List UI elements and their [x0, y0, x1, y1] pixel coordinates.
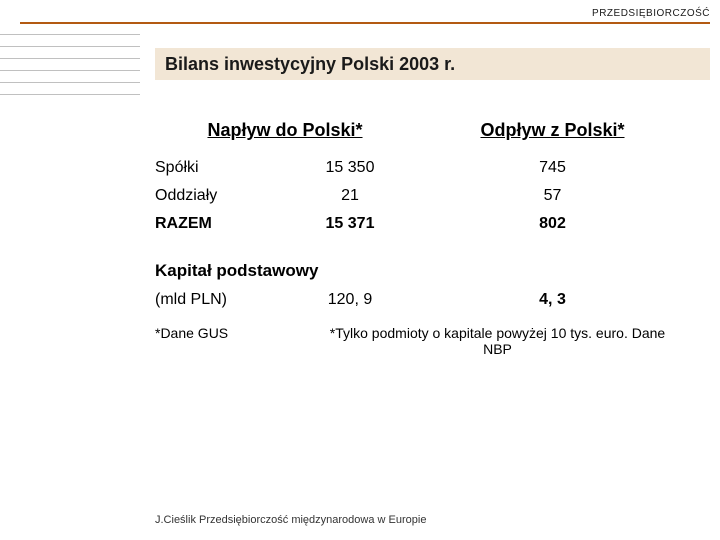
header-tag: PRZEDSIĘBIORCZOŚĆ [592, 8, 710, 19]
row-right-val: 745 [415, 159, 690, 177]
capital-left-val: 120, 9 [285, 291, 415, 309]
title-bar: Bilans inwestycyjny Polski 2003 r. [155, 48, 710, 80]
inflow-header: Napływ do Polski* [155, 120, 415, 141]
table-header-row: Napływ do Polski* Odpływ z Polski* [155, 120, 690, 141]
row-right-val: 802 [415, 215, 690, 233]
top-rule [20, 22, 710, 24]
row-left-val: 15 371 [285, 215, 415, 233]
capital-right-val: 4, 3 [415, 291, 690, 309]
note-right: *Tylko podmioty o kapitale powyżej 10 ty… [305, 325, 690, 357]
table-row-total: RAZEM 15 371 802 [155, 215, 690, 233]
page-title: Bilans inwestycyjny Polski 2003 r. [165, 54, 455, 75]
capital-row: (mld PLN) 120, 9 4, 3 [155, 291, 690, 309]
capital-label: (mld PLN) [155, 291, 285, 309]
table-row: Spółki 15 350 745 [155, 159, 690, 177]
row-right-val: 57 [415, 187, 690, 205]
table-row: Oddziały 21 57 [155, 187, 690, 205]
row-label: RAZEM [155, 215, 285, 233]
capital-heading: Kapitał podstawowy [155, 261, 690, 281]
notes-row: *Dane GUS *Tylko podmioty o kapitale pow… [155, 325, 690, 357]
outflow-header: Odpływ z Polski* [415, 120, 690, 141]
row-label: Oddziały [155, 187, 285, 205]
row-left-val: 21 [285, 187, 415, 205]
row-left-val: 15 350 [285, 159, 415, 177]
content-area: Napływ do Polski* Odpływ z Polski* Spółk… [155, 120, 690, 357]
footer-text: J.Cieślik Przedsiębiorczość międzynarodo… [155, 514, 426, 526]
note-left: *Dane GUS [155, 325, 305, 341]
row-label: Spółki [155, 159, 285, 177]
sidebar-lines [0, 34, 140, 106]
